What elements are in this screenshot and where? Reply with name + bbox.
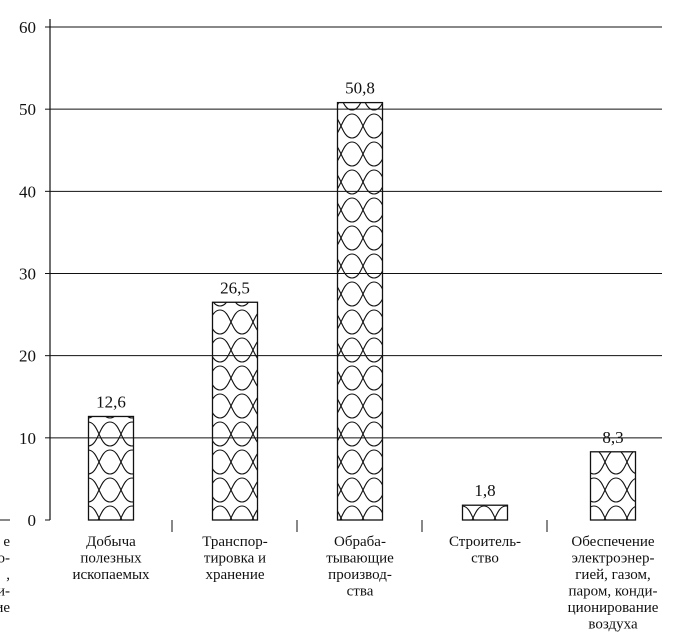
category-label-2-line-2: тировка и bbox=[204, 551, 266, 567]
value-label-5: 8,3 bbox=[602, 428, 623, 447]
y-tick-label-40: 40 bbox=[19, 182, 36, 201]
category-label-5-line-1: Обеспечение bbox=[571, 534, 655, 550]
axes: 0 10 20 30 40 50 60 bbox=[0, 18, 548, 532]
cropped-left-label-line-3: , bbox=[6, 567, 10, 583]
cropped-left-label-line-2: о- bbox=[0, 551, 10, 567]
category-label-3-line-2: тывающие bbox=[326, 551, 394, 567]
category-label-4-line-2: ство bbox=[471, 551, 499, 567]
category-label-3-line-3: производ- bbox=[328, 567, 392, 583]
category-label-5-line-5: ционирование bbox=[568, 600, 659, 616]
bar-3 bbox=[336, 101, 384, 521]
value-label-4: 1,8 bbox=[474, 481, 495, 500]
category-label-2-line-1: Транспор- bbox=[202, 534, 267, 550]
category-label-5-line-6: воздуха bbox=[588, 617, 638, 633]
cropped-left-label-line-4: ди- bbox=[0, 584, 10, 600]
y-tick-label-20: 20 bbox=[19, 347, 36, 366]
category-label-1-line-1: Добыча bbox=[86, 534, 136, 550]
category-label-1-line-3: ископаемых bbox=[72, 567, 150, 583]
category-label-5-line-4: паром, конди- bbox=[568, 584, 657, 600]
category-label-5-line-2: электроэнер- bbox=[572, 551, 655, 567]
bar-1 bbox=[87, 415, 135, 521]
cropped-left-label-line-5: ие bbox=[0, 600, 10, 616]
category-label-3-line-4: ства bbox=[347, 584, 374, 600]
y-tick-label-0: 0 bbox=[28, 511, 37, 530]
bar-5 bbox=[589, 451, 637, 521]
y-tick-label-60: 60 bbox=[19, 18, 36, 37]
value-label-3: 50,8 bbox=[345, 79, 375, 98]
y-tick-label-50: 50 bbox=[19, 100, 36, 119]
value-label-2: 26,5 bbox=[220, 278, 250, 297]
y-tick-label-10: 10 bbox=[19, 429, 36, 448]
value-label-1: 12,6 bbox=[96, 392, 126, 411]
y-tick-label-30: 30 bbox=[19, 265, 36, 284]
category-label-1-line-2: полезных bbox=[80, 551, 142, 567]
category-label-2-line-3: хранение bbox=[205, 567, 264, 583]
cropped-left-label-line-1: е bbox=[3, 534, 10, 550]
category-label-5-line-3: гией, газом, bbox=[575, 567, 650, 583]
category-label-4-line-1: Строитель- bbox=[449, 534, 521, 550]
bar-4 bbox=[461, 504, 509, 521]
bars bbox=[87, 101, 637, 521]
labels: 12,6 26,5 50,8 1,8 8,3 Добычаполезныхископаем… bbox=[0, 79, 659, 633]
category-label-3-line-1: Обраба- bbox=[334, 534, 386, 550]
bar-2 bbox=[211, 301, 259, 521]
